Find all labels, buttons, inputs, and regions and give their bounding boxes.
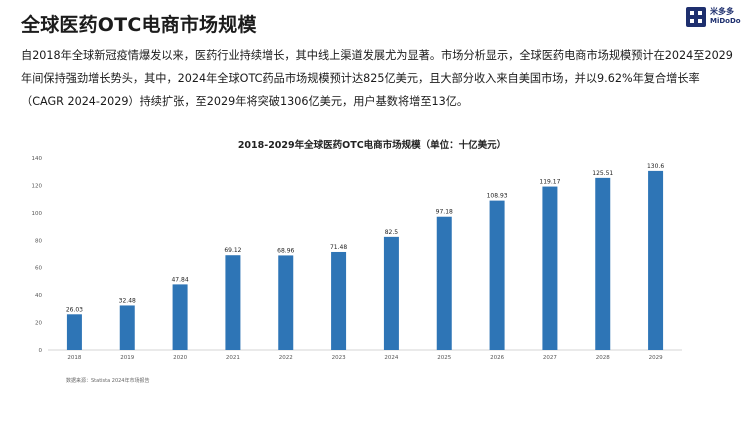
x-tick-label: 2019 (120, 355, 134, 361)
bar-2018 (66, 314, 82, 350)
bar-2024 (383, 236, 399, 350)
bar-value-label: 82.5 (385, 229, 399, 236)
x-tick-label: 2024 (384, 355, 398, 361)
x-tick-label: 2028 (596, 355, 610, 361)
y-tick-label: 40 (35, 293, 42, 299)
bar-2028 (595, 177, 611, 350)
y-tick-label: 20 (35, 321, 42, 327)
bar-2022 (278, 255, 294, 350)
bar-value-label: 69.12 (224, 247, 241, 254)
y-tick-label: 60 (35, 266, 42, 272)
x-tick-label: 2025 (437, 355, 451, 361)
y-tick-label: 80 (35, 238, 42, 244)
y-tick-label: 0 (39, 348, 43, 354)
bar-value-label: 97.18 (436, 209, 453, 216)
bar-2029 (648, 170, 664, 350)
y-tick-label: 140 (32, 156, 43, 162)
page-title: 全球医药OTC电商市场规模 (21, 14, 257, 36)
x-tick-label: 2020 (173, 355, 187, 361)
x-tick-label: 2029 (649, 355, 663, 361)
data-source-note: 数据来源：Statista 2024年市场报告 (66, 378, 150, 384)
bar-value-label: 130.6 (647, 163, 664, 170)
x-tick-label: 2023 (332, 355, 346, 361)
bar-2026 (489, 200, 505, 350)
y-tick-label: 120 (32, 183, 43, 189)
logo-text-en: MiDoDo (710, 17, 741, 25)
y-tick-label: 100 (32, 211, 43, 217)
bar-value-label: 119.17 (539, 179, 560, 186)
bar-2021 (225, 255, 241, 350)
bar-2019 (119, 305, 135, 350)
bar-value-label: 68.96 (277, 247, 294, 254)
chart-title: 2018-2029年全球医药OTC电商市场规模（单位：十亿美元） (238, 139, 506, 151)
bar-value-label: 125.51 (592, 170, 613, 177)
bar-value-label: 108.93 (487, 193, 508, 200)
x-tick-label: 2027 (543, 355, 557, 361)
bar-2025 (436, 216, 452, 350)
bar-2023 (331, 251, 347, 350)
brand-logo: 米多多 MiDoDo (686, 6, 742, 28)
intro-paragraph: 自2018年全球新冠疫情爆发以来，医药行业持续增长，其中线上渠道发展尤为显著。市… (21, 49, 733, 108)
x-tick-label: 2026 (490, 355, 504, 361)
bar-2020 (172, 284, 188, 350)
bar-value-label: 47.84 (171, 276, 188, 283)
x-tick-label: 2018 (67, 355, 81, 361)
bar-2027 (542, 186, 558, 350)
bar-value-label: 71.48 (330, 244, 347, 251)
x-tick-label: 2022 (279, 355, 293, 361)
bar-value-label: 32.48 (119, 297, 136, 304)
midodo-logo-icon (686, 7, 706, 27)
logo-text-cn: 米多多 (710, 7, 734, 16)
x-tick-label: 2021 (226, 355, 240, 361)
bar-value-label: 26.03 (66, 306, 83, 313)
